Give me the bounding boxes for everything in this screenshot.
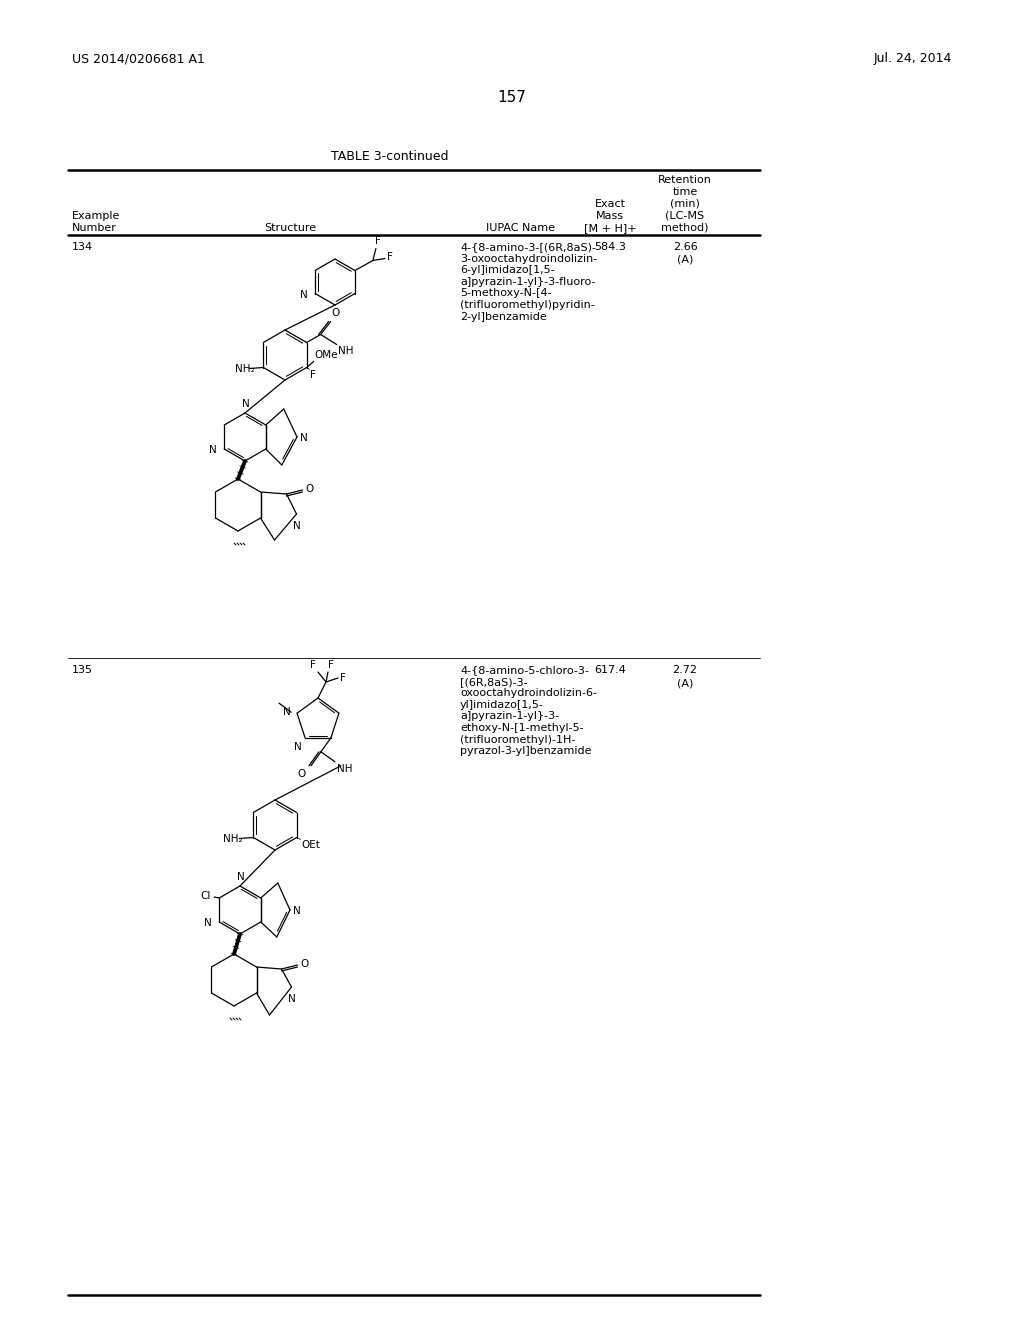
Text: N: N — [300, 289, 308, 300]
Text: 157: 157 — [498, 90, 526, 106]
Text: F: F — [340, 673, 346, 682]
Text: time: time — [673, 187, 697, 197]
Text: TABLE 3-continued: TABLE 3-continued — [331, 150, 449, 162]
Text: N: N — [238, 873, 245, 882]
Text: F: F — [310, 660, 316, 671]
Text: US 2014/0206681 A1: US 2014/0206681 A1 — [72, 51, 205, 65]
Text: IUPAC Name: IUPAC Name — [485, 223, 555, 234]
Text: Mass: Mass — [596, 211, 624, 220]
Text: N: N — [293, 521, 300, 531]
Text: NH: NH — [337, 764, 352, 774]
Text: 617.4: 617.4 — [594, 665, 626, 675]
Text: Retention: Retention — [658, 176, 712, 185]
Text: F: F — [309, 370, 315, 380]
Text: (A): (A) — [677, 255, 693, 265]
Text: N: N — [300, 433, 308, 444]
Text: [M + H]+: [M + H]+ — [584, 223, 636, 234]
Text: N: N — [210, 445, 217, 455]
Text: 4-{8-amino-3-[(6R,8aS)-
3-oxooctahydroindolizin-
6-yl]imidazo[1,5-
a]pyrazin-1-y: 4-{8-amino-3-[(6R,8aS)- 3-oxooctahydroin… — [460, 242, 597, 322]
Text: N: N — [205, 917, 212, 928]
Text: 135: 135 — [72, 665, 93, 675]
Text: Structure: Structure — [264, 223, 316, 234]
Text: N: N — [284, 708, 291, 717]
Text: N: N — [293, 906, 301, 916]
Text: 2.72: 2.72 — [673, 665, 697, 675]
Text: (min): (min) — [670, 199, 700, 209]
Text: method): method) — [662, 223, 709, 234]
Text: Number: Number — [72, 223, 117, 234]
Text: O: O — [300, 960, 309, 969]
Text: OEt: OEt — [302, 840, 321, 850]
Text: O: O — [332, 308, 340, 318]
Text: Example: Example — [72, 211, 121, 220]
Text: 4-{8-amino-5-chloro-3-
[(6R,8aS)-3-
oxooctahydroindolizin-6-
yl]imidazo[1,5-
a]p: 4-{8-amino-5-chloro-3- [(6R,8aS)-3- oxoo… — [460, 665, 597, 756]
Text: NH₂: NH₂ — [223, 833, 243, 843]
Text: (A): (A) — [677, 678, 693, 688]
Text: N: N — [288, 994, 295, 1005]
Text: N: N — [294, 742, 302, 752]
Text: 584.3: 584.3 — [594, 242, 626, 252]
Text: NH: NH — [338, 346, 353, 355]
Text: OMe: OMe — [314, 350, 338, 359]
Text: (LC-MS: (LC-MS — [666, 211, 705, 220]
Text: 2.66: 2.66 — [673, 242, 697, 252]
Text: 134: 134 — [72, 242, 93, 252]
Text: F: F — [375, 236, 381, 247]
Text: Exact: Exact — [595, 199, 626, 209]
Text: N: N — [242, 399, 250, 409]
Text: NH₂: NH₂ — [236, 364, 255, 375]
Text: O: O — [305, 484, 313, 494]
Text: F: F — [387, 252, 393, 263]
Text: Cl: Cl — [201, 891, 211, 902]
Text: F: F — [328, 660, 334, 671]
Text: Jul. 24, 2014: Jul. 24, 2014 — [873, 51, 952, 65]
Text: O: O — [298, 768, 306, 779]
